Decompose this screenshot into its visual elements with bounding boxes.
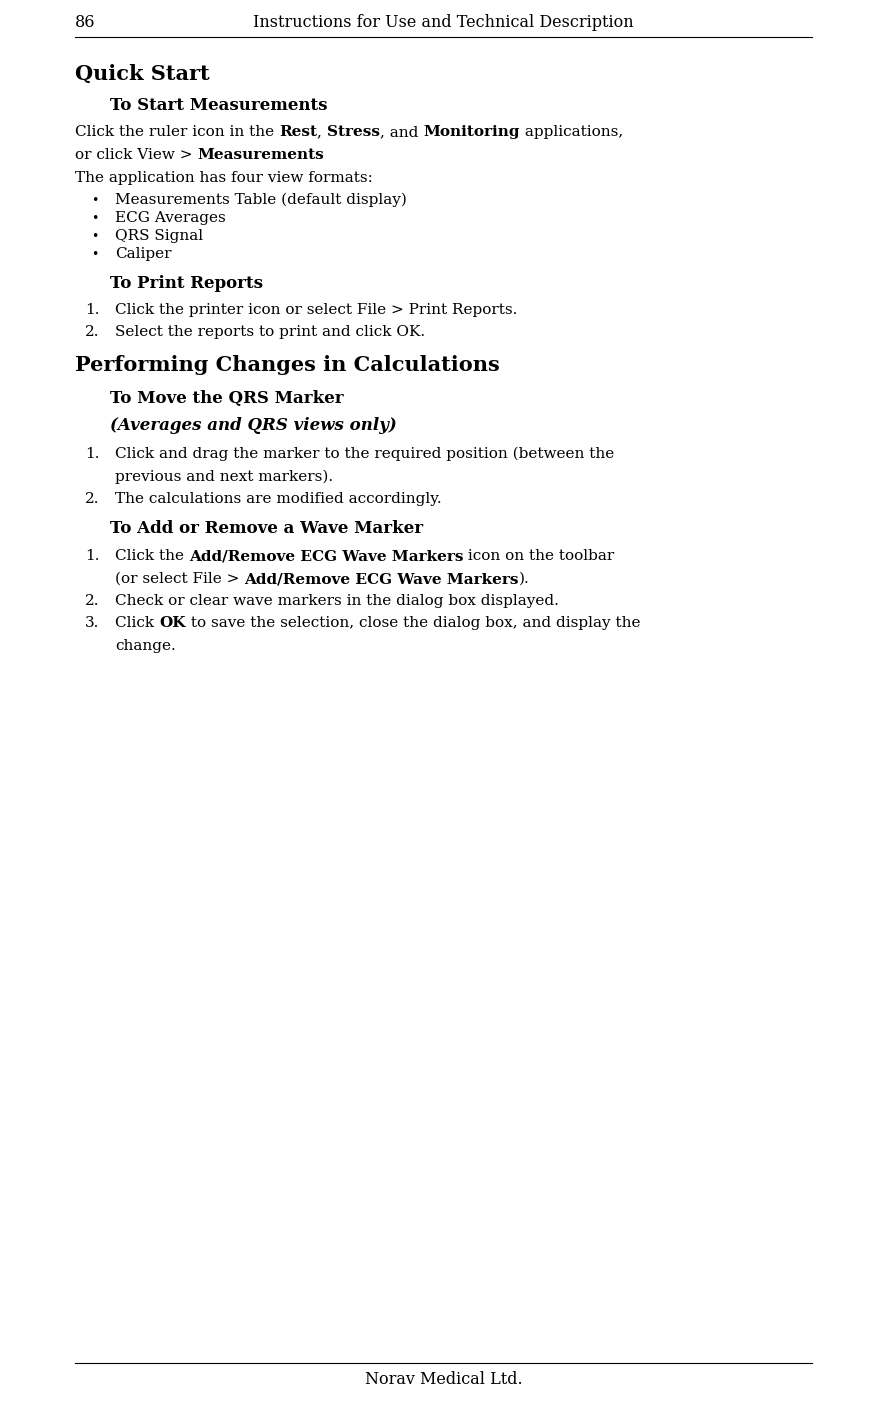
Text: ECG Averages: ECG Averages bbox=[115, 211, 226, 225]
Text: •: • bbox=[91, 230, 98, 243]
Text: •: • bbox=[91, 249, 98, 261]
Text: Instructions for Use and Technical Description: Instructions for Use and Technical Descr… bbox=[253, 14, 633, 31]
Text: 1.: 1. bbox=[85, 447, 99, 461]
Text: 3.: 3. bbox=[85, 615, 99, 629]
Text: •: • bbox=[91, 194, 98, 207]
Text: 86: 86 bbox=[75, 14, 96, 31]
Text: 2.: 2. bbox=[85, 594, 99, 608]
Text: The application has four view formats:: The application has four view formats: bbox=[75, 171, 372, 185]
Text: Click the ruler icon in the: Click the ruler icon in the bbox=[75, 125, 279, 139]
Text: Click the printer icon or select File > Print Reports.: Click the printer icon or select File > … bbox=[115, 303, 517, 318]
Text: To Add or Remove a Wave Marker: To Add or Remove a Wave Marker bbox=[110, 520, 423, 537]
Text: 2.: 2. bbox=[85, 492, 99, 506]
Text: icon on the toolbar: icon on the toolbar bbox=[462, 549, 614, 563]
Text: Select the reports to print and click OK.: Select the reports to print and click OK… bbox=[115, 325, 424, 339]
Text: Click and drag the marker to the required position (between the: Click and drag the marker to the require… bbox=[115, 447, 614, 461]
Text: Measurements Table (default display): Measurements Table (default display) bbox=[115, 192, 407, 207]
Text: OK: OK bbox=[159, 615, 185, 629]
Text: Performing Changes in Calculations: Performing Changes in Calculations bbox=[75, 355, 499, 375]
Text: change.: change. bbox=[115, 639, 175, 653]
Text: Add/Remove ECG Wave Markers: Add/Remove ECG Wave Markers bbox=[189, 549, 462, 563]
Text: ,: , bbox=[316, 125, 326, 139]
Text: •: • bbox=[91, 212, 98, 225]
Text: ).: ). bbox=[518, 572, 529, 586]
Text: To Start Measurements: To Start Measurements bbox=[110, 97, 327, 114]
Text: Measurements: Measurements bbox=[198, 148, 323, 162]
Text: Monitoring: Monitoring bbox=[423, 125, 519, 139]
Text: previous and next markers).: previous and next markers). bbox=[115, 469, 333, 483]
Text: The calculations are modified accordingly.: The calculations are modified accordingl… bbox=[115, 492, 441, 506]
Text: 2.: 2. bbox=[85, 325, 99, 339]
Text: applications,: applications, bbox=[519, 125, 622, 139]
Text: or click View >: or click View > bbox=[75, 148, 198, 162]
Text: To Move the QRS Marker: To Move the QRS Marker bbox=[110, 391, 343, 407]
Text: Caliper: Caliper bbox=[115, 247, 171, 261]
Text: (Averages and QRS views only): (Averages and QRS views only) bbox=[110, 417, 396, 434]
Text: to save the selection, close the dialog box, and display the: to save the selection, close the dialog … bbox=[185, 615, 640, 629]
Text: 1.: 1. bbox=[85, 549, 99, 563]
Text: Click the: Click the bbox=[115, 549, 189, 563]
Text: , and: , and bbox=[379, 125, 423, 139]
Text: Check or clear wave markers in the dialog box displayed.: Check or clear wave markers in the dialo… bbox=[115, 594, 558, 608]
Text: Quick Start: Quick Start bbox=[75, 65, 209, 84]
Text: 1.: 1. bbox=[85, 303, 99, 318]
Text: Add/Remove ECG Wave Markers: Add/Remove ECG Wave Markers bbox=[244, 572, 518, 586]
Text: Norav Medical Ltd.: Norav Medical Ltd. bbox=[364, 1371, 522, 1388]
Text: Stress: Stress bbox=[326, 125, 379, 139]
Text: (or select File >: (or select File > bbox=[115, 572, 244, 586]
Text: QRS Signal: QRS Signal bbox=[115, 229, 203, 243]
Text: To Print Reports: To Print Reports bbox=[110, 275, 263, 292]
Text: Rest: Rest bbox=[279, 125, 316, 139]
Text: Click: Click bbox=[115, 615, 159, 629]
